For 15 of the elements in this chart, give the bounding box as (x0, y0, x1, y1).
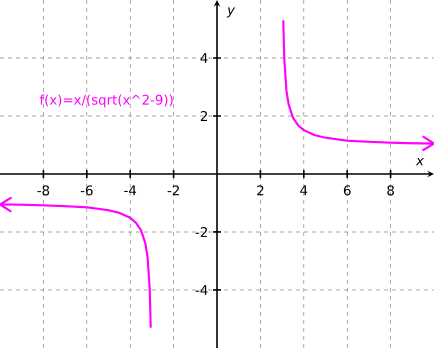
x-tick-label: -6 (80, 185, 93, 196)
annotation: f(x)=x/(sqrt(x^2-9)) (40, 94, 173, 108)
x-tick-label: 8 (387, 185, 394, 196)
y-tick-label: 4 (200, 53, 208, 63)
x-tick-label: -4 (124, 185, 136, 196)
y-axis-title: y (226, 7, 236, 18)
x-tick-label: -8 (37, 185, 50, 196)
y-tick-label: 2 (200, 111, 207, 121)
x-tick-label: 4 (300, 185, 308, 196)
x-tick-label: -2 (168, 185, 179, 196)
y-tick-label: -2 (196, 227, 207, 237)
x-tick-label: 2 (257, 185, 264, 196)
y-tick-label: -4 (196, 285, 208, 295)
x-axis-title: x (416, 158, 424, 166)
x-tick-label: 6 (344, 185, 351, 196)
